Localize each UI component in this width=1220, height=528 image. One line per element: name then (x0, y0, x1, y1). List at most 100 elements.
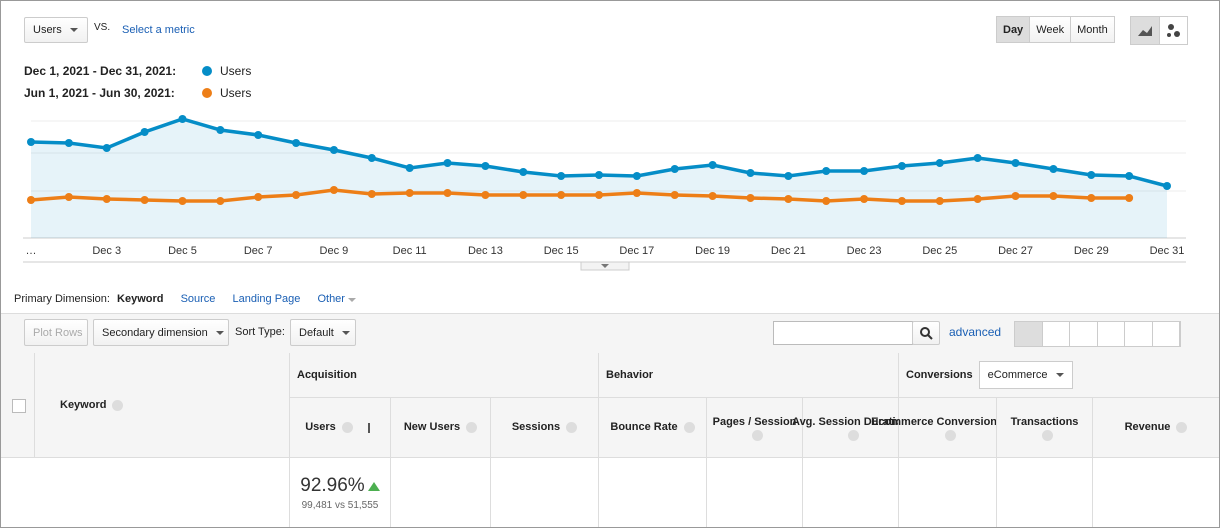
x-tick-label: … (26, 245, 37, 257)
point (746, 169, 755, 177)
line-chart-button[interactable] (1131, 17, 1160, 44)
point (632, 189, 641, 197)
dimension-link[interactable]: Landing Page (232, 293, 301, 305)
column-header[interactable]: Revenue (1092, 398, 1219, 458)
change-row: 92.96% (300, 475, 380, 497)
legend-label: Users (220, 64, 252, 78)
point (897, 197, 906, 205)
column-header[interactable]: Ecommerce Conversion Rate (871, 398, 1024, 458)
point (822, 167, 831, 175)
point (897, 162, 906, 170)
point (1125, 194, 1134, 202)
help-icon (112, 399, 124, 411)
group-header: Conversions eCommerce (898, 353, 1219, 398)
x-tick-label: Dec 29 (1074, 245, 1109, 257)
view-toggle[interactable] (1015, 322, 1043, 346)
checkbox[interactable] (12, 399, 26, 413)
up-arrow (367, 481, 380, 491)
active-dimension: Keyword (117, 293, 164, 305)
motion-chart-button[interactable] (1160, 17, 1187, 44)
x-tick-label: Dec 17 (619, 245, 654, 257)
total-users-cell: 92.96% 99,481 vs 51,555 (289, 458, 390, 527)
x-tick-label: Dec 7 (244, 245, 273, 257)
legend-swatch (202, 88, 212, 98)
point (140, 196, 149, 204)
point (216, 126, 225, 134)
x-tick-label: Dec 11 (393, 245, 427, 257)
x-tick-label: Dec 19 (695, 245, 730, 257)
point (1011, 192, 1020, 200)
period-button[interactable]: Week (1029, 16, 1072, 43)
legend-entry: Jun 1, 2021 - Jun 30, 2021: Users (24, 82, 251, 104)
secondary-dimension[interactable]: Secondary dimension (93, 319, 229, 346)
point (178, 197, 187, 205)
legend: Dec 1, 2021 - Dec 31, 2021: Users Jun 1, 2… (24, 60, 251, 104)
point (64, 193, 73, 201)
column-label: Ecommerce Conversion Rate (871, 415, 1024, 428)
period-buttons: Day Week Month (996, 16, 1115, 43)
conversion-dropdown[interactable]: eCommerce (978, 361, 1073, 389)
view-toggle[interactable] (1043, 322, 1070, 346)
point (860, 195, 869, 203)
sort-value: Default (299, 326, 334, 339)
view-toggle[interactable] (1153, 322, 1180, 346)
point (708, 192, 717, 200)
column-header[interactable]: Transactions (996, 398, 1092, 458)
dimension-link[interactable]: Source (180, 293, 216, 305)
point (708, 161, 717, 169)
total-checkbox-cell (1, 458, 34, 527)
plot-rows-button[interactable]: Plot Rows (24, 319, 88, 346)
column-label: Transactions (1010, 415, 1079, 428)
point (595, 171, 603, 179)
point (216, 197, 225, 205)
point (292, 191, 301, 199)
column-label: Revenue (1124, 421, 1171, 433)
group-label: Behavior (606, 369, 654, 381)
dimension-link[interactable]: Other (317, 293, 345, 305)
period-button[interactable]: Day (996, 16, 1031, 43)
chart-type-toggle (1130, 16, 1188, 45)
point (784, 195, 793, 203)
point (102, 144, 111, 152)
secondary-label: Secondary dimension (102, 326, 208, 339)
line-icon (1138, 26, 1152, 36)
search-input[interactable] (773, 321, 913, 345)
column-header[interactable]: Avg. Session Duration (792, 398, 909, 458)
column-label: New Users (403, 421, 461, 433)
x-tick-label: Dec 13 (468, 245, 503, 257)
point (443, 159, 452, 167)
change-value: 92.96% (300, 475, 365, 496)
point (973, 195, 982, 203)
conversion-label: eCommerce (987, 369, 1048, 381)
column-header[interactable]: Pages / Session (706, 398, 802, 458)
sort-dropdown[interactable]: Default (290, 319, 356, 346)
metric-dropdown[interactable]: Users (24, 17, 88, 43)
x-tick-label: Dec 3 (92, 245, 121, 257)
period-button[interactable]: Month (1070, 16, 1115, 43)
group-header: Acquisition (289, 353, 598, 398)
search-button[interactable] (912, 321, 940, 345)
x-tick-label: Dec 23 (847, 245, 882, 257)
column-header[interactable]: Users (289, 398, 390, 458)
group-label: Acquisition (297, 369, 357, 381)
view-toggle[interactable] (1125, 322, 1153, 346)
point (670, 191, 679, 199)
x-tick-label: Dec 5 (168, 245, 197, 257)
select-metric[interactable]: Select a metric (122, 24, 195, 36)
x-tick-label: Dec 31 (1150, 245, 1185, 257)
column-header[interactable]: Bounce Rate (598, 398, 706, 458)
point (973, 154, 982, 162)
view-toggle[interactable] (1098, 322, 1125, 346)
view-toggle[interactable] (1070, 322, 1098, 346)
primary-dimension: Primary Dimension: Keyword Source Landin… (14, 293, 356, 305)
keyword-header: Keyword (34, 353, 289, 458)
advanced-link[interactable]: advanced (949, 325, 1002, 339)
point (860, 167, 869, 175)
column-header[interactable]: New Users (390, 398, 490, 458)
point (178, 115, 187, 123)
column-label: Users (305, 421, 336, 433)
point (595, 191, 603, 199)
point (1049, 165, 1058, 173)
column-header[interactable]: Sessions (490, 398, 598, 458)
